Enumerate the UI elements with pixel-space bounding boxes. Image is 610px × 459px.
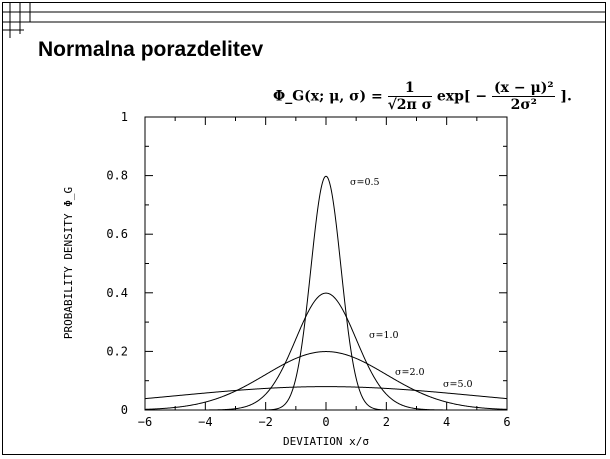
series-line: [144, 386, 508, 400]
series-label: σ=2.0: [395, 367, 425, 378]
series-line: [144, 351, 508, 410]
formula-exp-denominator: 2σ²: [510, 97, 537, 113]
slide-title: Normalna porazdelitev: [38, 38, 264, 61]
formula-numerator: 1: [387, 80, 432, 97]
series-line: [145, 292, 507, 411]
x-tick-label: −4: [198, 415, 212, 429]
x-tick-label: 6: [503, 415, 510, 429]
y-tick-label: 0.2: [106, 344, 128, 358]
x-tick-label: 2: [383, 415, 390, 429]
x-tick-label: 0: [322, 415, 329, 429]
x-tick-label: −6: [138, 415, 152, 429]
plot-frame: [144, 116, 508, 411]
formula-exp: exp[ −: [436, 88, 488, 105]
y-tick-label: 0.6: [106, 227, 128, 241]
tick-marks: [144, 116, 508, 411]
slide-frame: [2, 2, 606, 455]
formula-exp-fraction: (x − μ)² 2σ²: [492, 80, 556, 113]
x-tick-label: −2: [258, 415, 272, 429]
formula-tail: ].: [560, 88, 572, 105]
formula-fraction: 1 √2π σ: [387, 80, 432, 113]
series-curves: [144, 175, 508, 411]
y-axis-title: PROBABILITY DENSITY Φ_G: [62, 187, 75, 339]
gaussian-formula: Φ_G(x; μ, σ) = 1 √2π σ exp[ − (x − μ)² 2…: [273, 80, 572, 113]
x-tick-labels: −6 −4 −2 0 2 4 6: [138, 415, 511, 429]
y-tick-label: 0: [121, 403, 128, 417]
y-tick-label: 0.8: [106, 169, 128, 183]
y-tick-label: 0.4: [106, 286, 128, 300]
corner-decoration: [2, 2, 606, 38]
formula-lhs: Φ_G(x; μ, σ) =: [273, 88, 383, 105]
y-tick-labels: 0 0.2 0.4 0.6 0.8 1: [106, 110, 128, 417]
x-tick-label: 4: [443, 415, 450, 429]
series-labels: σ=0.5 σ=1.0 σ=2.0 σ=5.0: [350, 177, 473, 390]
x-axis-title: DEVIATION x/σ: [283, 435, 369, 448]
formula-denominator: √2π σ: [387, 97, 432, 113]
y-tick-label: 1: [121, 110, 128, 124]
series-label: σ=0.5: [350, 177, 380, 188]
series-label: σ=1.0: [369, 330, 399, 341]
formula-exp-numerator: (x − μ)²: [492, 80, 556, 97]
series-label: σ=5.0: [443, 379, 473, 390]
